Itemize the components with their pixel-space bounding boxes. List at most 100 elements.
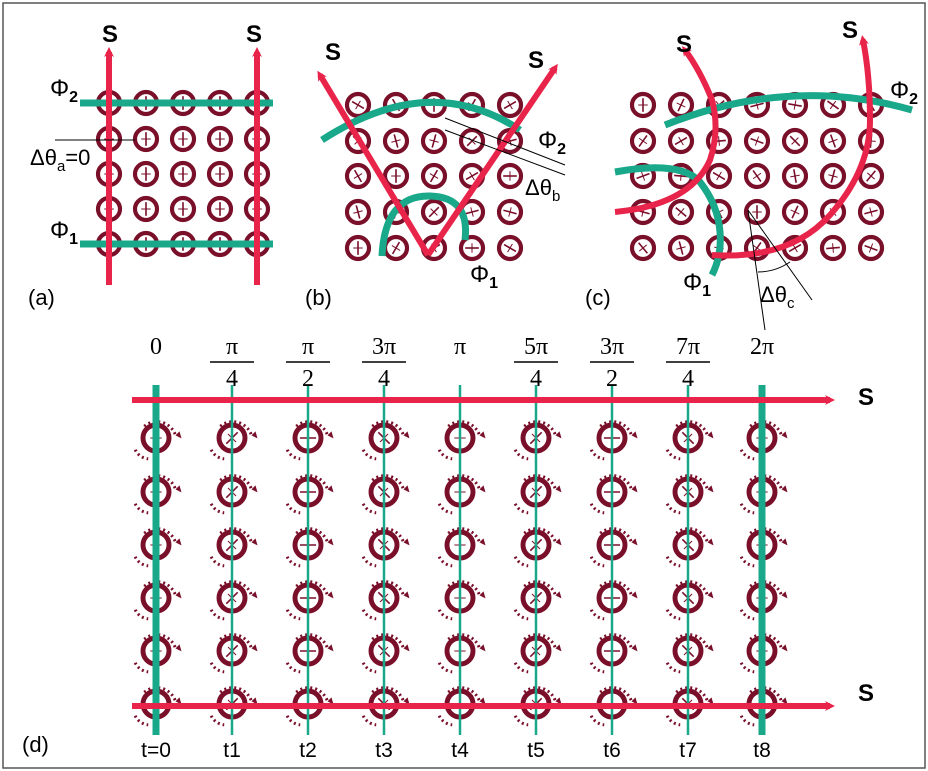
panel-c: S S Φ2 Φ1 Δθc (c) [585, 17, 918, 331]
time-label: t5 [527, 739, 545, 762]
panel-b-angle-line-1 [444, 129, 566, 176]
panel-a-arrow-label-right: S [246, 21, 262, 48]
spin-icon [705, 162, 733, 190]
phase-label: 3π2 [590, 334, 634, 392]
spin-icon [382, 127, 410, 155]
panel-c-angle-arc [757, 261, 791, 273]
spin-icon [496, 234, 524, 262]
phase-label-numerator: 5π [524, 334, 548, 360]
panel-a-phi2-label: Φ2 [50, 75, 78, 106]
panel-c-phi2-label: Φ2 [890, 77, 918, 108]
spin-icon [206, 195, 234, 223]
precession-arrow-icon [513, 686, 562, 727]
phase-label-numerator: π [302, 334, 314, 360]
panel-b-delta-theta-label: Δθb [525, 175, 560, 205]
panel-c-angle-line-2 [747, 209, 813, 301]
phase-label-denominator: 4 [226, 366, 238, 392]
spin-icon [132, 160, 160, 188]
precession-arrow-icon [739, 420, 788, 461]
phase-label-numerator: 3π [372, 334, 396, 360]
spin-icon [132, 125, 160, 153]
phase-label-denominator: 4 [378, 366, 390, 392]
precession-arrow-icon [589, 420, 638, 461]
precession-arrow-icon [133, 633, 182, 674]
panel-d-phase-lines [152, 385, 766, 735]
spin-icon [629, 91, 657, 119]
spin-icon [819, 162, 847, 190]
panel-d-arrow-label-top: S [858, 384, 874, 411]
precession-arrow-icon [209, 420, 258, 461]
panel-a-spin-lattice [95, 89, 271, 258]
phase-label: π4 [210, 334, 254, 392]
time-label: t1 [223, 739, 241, 762]
precession-arrow-icon [739, 527, 788, 568]
panel-c-phi1-arc [614, 164, 724, 277]
panel-b-right-arrow [425, 63, 558, 257]
panel-a-phi1-label: Φ1 [50, 217, 78, 248]
spin-icon [458, 127, 486, 155]
phase-label-value: 0 [150, 334, 162, 360]
precession-arrow-icon [209, 474, 258, 515]
spin-icon [819, 127, 847, 155]
precession-arrow-icon [665, 420, 714, 461]
phase-label: 2π [750, 334, 774, 360]
precession-arrow-icon [285, 686, 334, 727]
spin-icon [857, 234, 885, 262]
phase-label: 7π4 [666, 334, 710, 392]
phase-label-denominator: 2 [606, 366, 618, 392]
precession-arrow-icon [361, 527, 410, 568]
phase-label: 5π4 [514, 334, 558, 392]
precession-arrow-icon [589, 527, 638, 568]
precession-arrow-icon [437, 527, 486, 568]
precession-arrow-icon [361, 420, 410, 461]
time-label: t3 [375, 739, 393, 762]
panel-c-arrow-label-left: S [676, 31, 692, 58]
spin-icon [206, 160, 234, 188]
phase-label: π [454, 334, 466, 360]
time-label: t2 [299, 739, 317, 762]
spin-icon [169, 195, 197, 223]
spin-icon [344, 234, 372, 262]
spin-icon [667, 127, 695, 155]
precession-arrow-icon [513, 580, 562, 621]
precession-arrow-icon [437, 580, 486, 621]
precession-arrow-icon [209, 686, 258, 727]
panel-b-label: (b) [305, 285, 332, 310]
precession-arrow-icon [513, 633, 562, 674]
spin-icon [496, 198, 524, 226]
spin-icon [629, 127, 657, 155]
precession-arrow-icon [589, 686, 638, 727]
phase-label-value: π [454, 334, 466, 360]
precession-arrow-icon [133, 527, 182, 568]
spin-icon [781, 127, 809, 155]
panel-a: S S Φ2 Φ1 Δθa=0 (a) [28, 21, 273, 310]
panel-b-arrow-label-right: S [528, 47, 544, 74]
precession-arrow-icon [361, 474, 410, 515]
precession-arrow-icon [133, 686, 182, 727]
spin-icon [496, 91, 524, 119]
spin-icon [169, 125, 197, 153]
spin-icon [420, 162, 448, 190]
precession-arrow-icon [285, 474, 334, 515]
panel-c-arrow-label-right: S [842, 17, 858, 44]
precession-arrow-icon [513, 420, 562, 461]
precession-arrow-icon [361, 633, 410, 674]
time-label: t4 [451, 739, 469, 762]
panel-b: S S Φ2 Φ1 Δθb (b) [305, 39, 566, 310]
panel-c-right-arrow [711, 35, 874, 259]
panel-b-left-arrow [317, 70, 431, 257]
precession-arrow-icon [665, 474, 714, 515]
panel-c-angle-line-1 [747, 209, 766, 331]
spin-icon [344, 198, 372, 226]
precession-arrow-icon [133, 420, 182, 461]
phase-label-numerator: π [226, 334, 238, 360]
spin-icon [857, 198, 885, 226]
precession-arrow-icon [361, 686, 410, 727]
precession-arrow-icon [437, 474, 486, 515]
precession-arrow-icon [209, 527, 258, 568]
spin-icon [344, 162, 372, 190]
precession-arrow-icon [589, 580, 638, 621]
